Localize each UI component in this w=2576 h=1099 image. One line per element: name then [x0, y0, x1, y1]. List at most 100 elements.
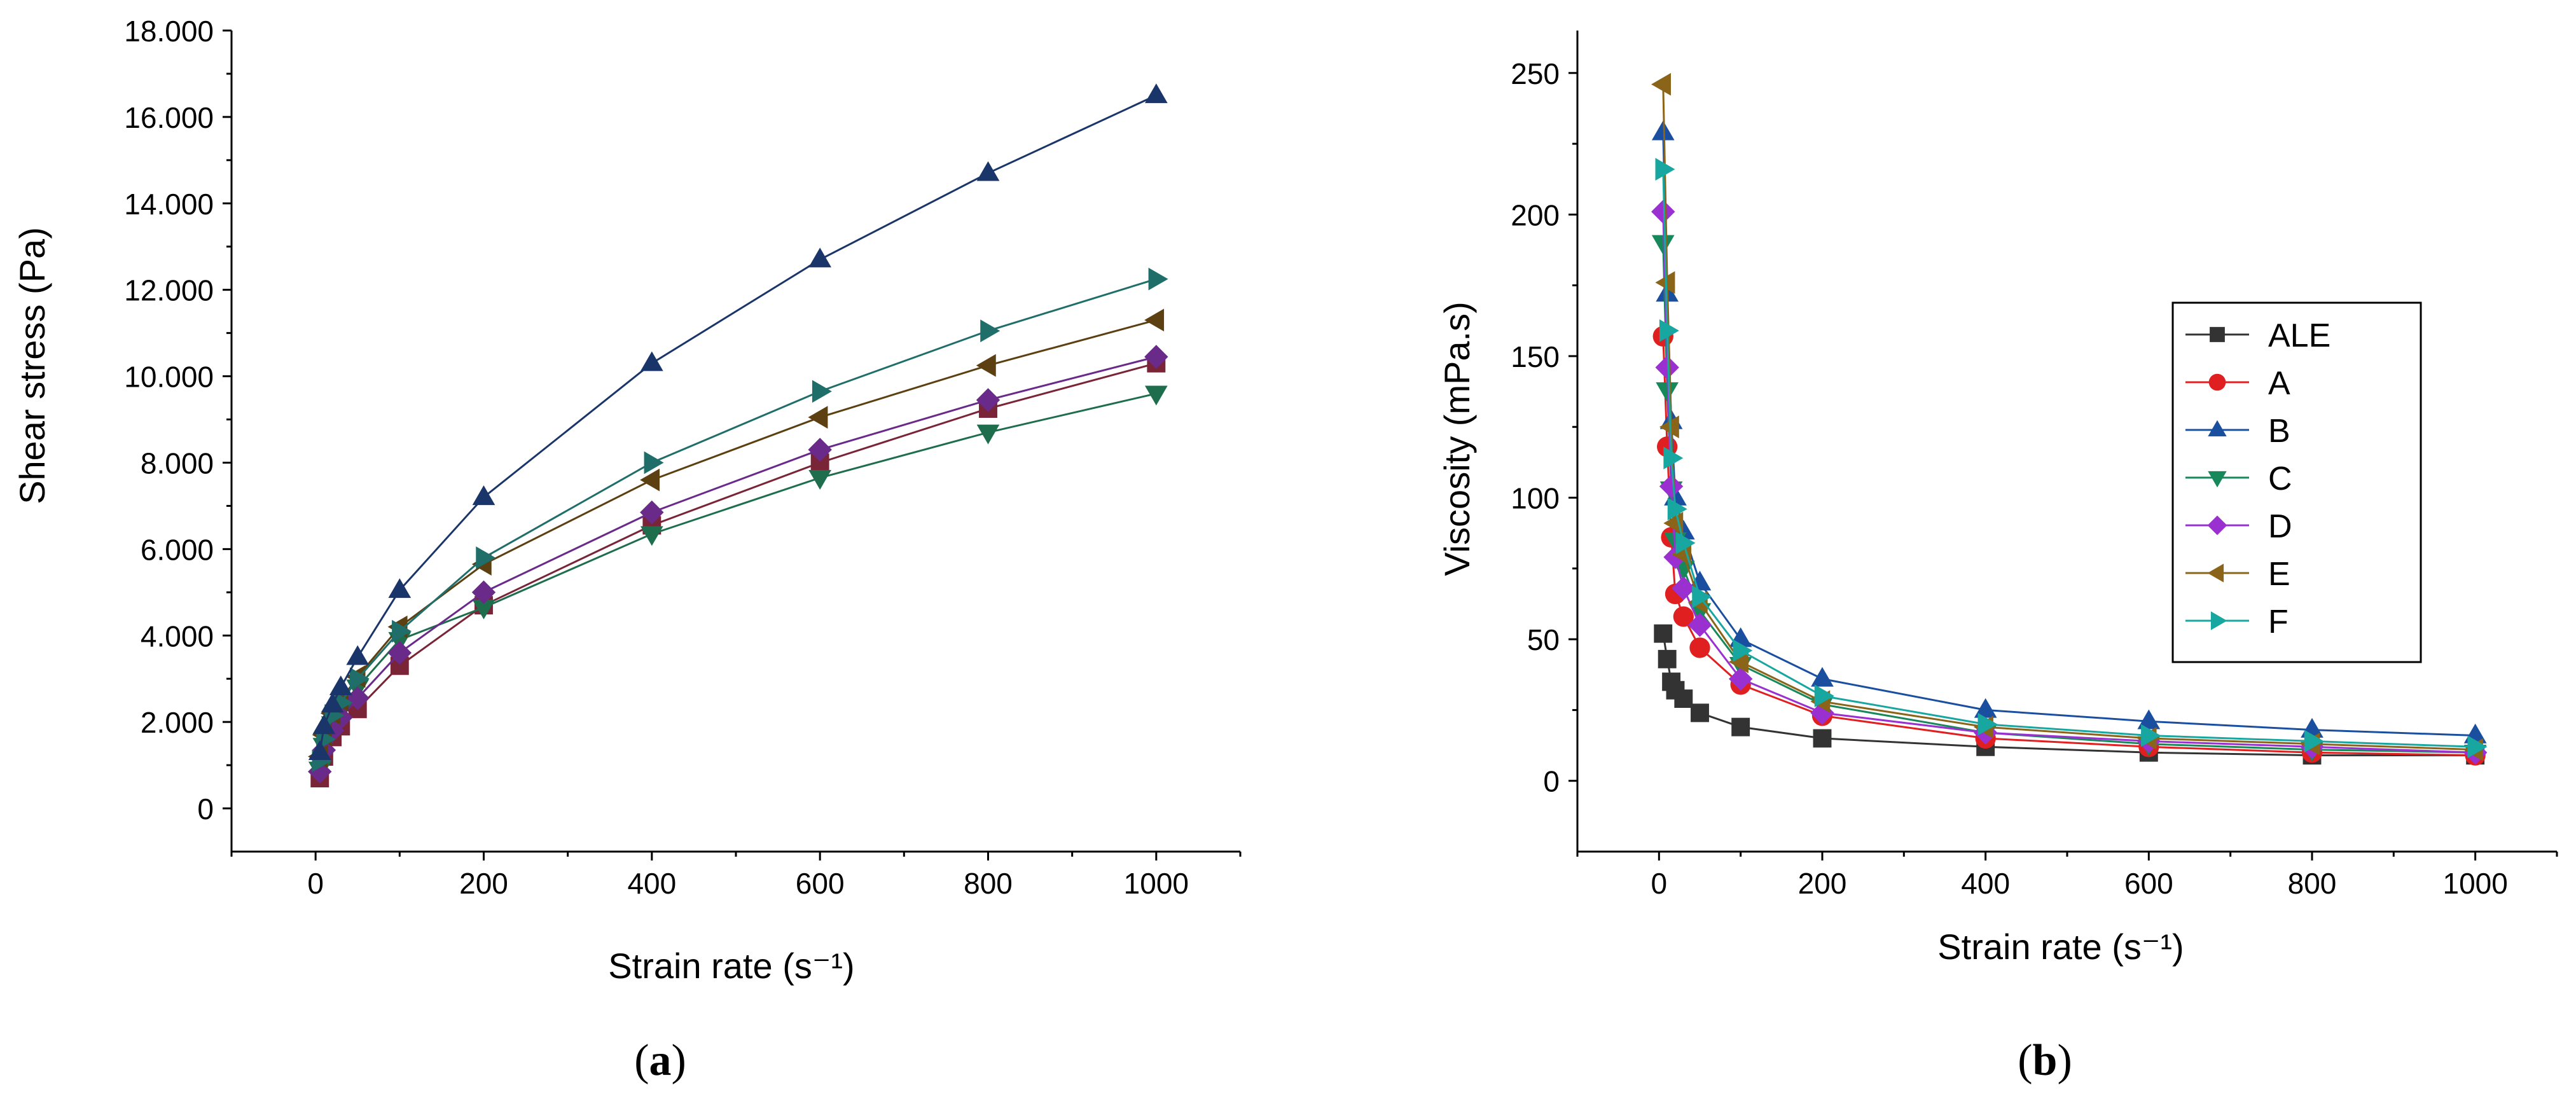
panel-a-x-axis-label: Strain rate (s⁻¹): [608, 946, 854, 986]
panel-a-series-b: [308, 83, 1168, 760]
panel-b-point-d: [1659, 474, 1684, 499]
panel-b-point-f: [1659, 319, 1679, 342]
panel-b-point-b: [1811, 667, 1834, 687]
panel-b-point-e: [1672, 543, 1692, 566]
panel-b-point-d: [1728, 667, 1753, 691]
panel-a-point-f: [392, 619, 412, 643]
panel-b-legend-marker: [2210, 611, 2227, 630]
panel-a-point-f: [476, 546, 496, 569]
panel-b-legend-label: E: [2268, 556, 2290, 593]
panel-a-y-tick-label: 12.000: [124, 274, 214, 307]
panel-a-shear-stress-chart: 0 2.000 4.000 6.000 8.000 10.000 12.000 14.000 1…: [12, 15, 1242, 1085]
panel-b-legend-marker: [2208, 420, 2227, 437]
panel-a-series-c: [308, 385, 1168, 782]
panel-b-legend-marker: [2208, 471, 2227, 488]
panel-a-y-tick-label: 16.000: [124, 101, 214, 134]
panel-b-y-tick-label: 100: [1511, 482, 1560, 515]
panel-a-point-c: [640, 526, 663, 546]
panel-b-y-tick-label: 0: [1543, 765, 1560, 798]
panel-b-series-line-d: [1662, 211, 2476, 754]
panel-b-legend-label: A: [2268, 365, 2290, 402]
panel-b-point-d: [1651, 200, 1675, 224]
panel-a-point-d: [976, 388, 1001, 412]
panel-a-series-line-f: [319, 278, 1157, 761]
panel-b-legend-label: F: [2268, 604, 2289, 640]
panel-a-series-line-d: [319, 356, 1157, 772]
panel-b-point-d: [1655, 356, 1679, 380]
panel-a-x-tick-labels: 0 200 400 600 800 1000: [307, 867, 1189, 900]
panel-b-point-f: [1977, 712, 1998, 736]
panel-b-point-f: [1667, 497, 1687, 521]
panel-a-y-tick-label: 18.000: [124, 15, 214, 48]
panel-a-point-f: [1148, 267, 1168, 291]
panel-b-x-tick-label: 600: [2124, 867, 2173, 900]
panel-b-series-line-f: [1662, 169, 2476, 748]
panel-a-point-a: [810, 453, 829, 472]
panel-b-legend-item-d: D: [2185, 508, 2292, 545]
panel-a-x-tick-label: 200: [459, 867, 508, 900]
panel-b-letter: b: [2033, 1036, 2058, 1085]
panel-b-viscosity-chart: 0 50 100 150 200 250 0 200 400 600 800 1000 Viscos…: [1437, 31, 2558, 1085]
panel-a-point-c: [808, 470, 832, 490]
panel-a-point-e: [808, 406, 828, 429]
panel-a-point-e: [640, 468, 660, 492]
panel-b-legend-marker: [2210, 327, 2225, 342]
panel-a-point-b: [472, 485, 495, 506]
panel-a-point-b: [312, 714, 336, 735]
panel-b-point-ale: [1691, 703, 1709, 722]
panel-a-point-b: [640, 351, 663, 371]
panel-b-x-axis-label: Strain rate (s⁻¹): [1937, 927, 2184, 967]
panel-a-point-d: [640, 500, 664, 525]
panel-a-letter: a: [649, 1036, 672, 1085]
panel-a-series-d: [308, 345, 1168, 784]
panel-a-series-a: [310, 354, 1166, 787]
panel-a-point-e: [976, 354, 996, 377]
panel-b-y-tick-label: 150: [1511, 340, 1560, 373]
panel-a-point-b: [308, 740, 331, 760]
panel-b-point-b: [1974, 698, 1997, 718]
panel-b-point-a: [1689, 637, 1710, 658]
panel-a-point-b: [1144, 83, 1168, 104]
panel-b-legend-label: ALE: [2268, 317, 2330, 354]
panel-a-ticks: [223, 29, 1242, 861]
panel-b-legend-box: [2171, 301, 2422, 663]
panel-b-series: [1651, 73, 2488, 766]
panel-b-x-tick-label: 200: [1798, 867, 1847, 900]
panel-a-y-axis-label: Shear stress (Pa): [12, 227, 52, 504]
panel-b-legend-item-ale: ALE: [2185, 317, 2330, 354]
panel-b-point-ale: [1654, 624, 1673, 643]
panel-a-x-tick-label: 800: [964, 867, 1013, 900]
panel-b-label: (b): [2018, 1036, 2072, 1085]
panel-a-axes: [230, 31, 1240, 853]
panel-a-point-d: [308, 759, 332, 784]
panel-b-point-b: [1651, 120, 1675, 141]
panel-b-y-axis-label: Viscosity (mPa.s): [1437, 301, 1477, 576]
panel-a-point-b: [976, 161, 1000, 181]
panel-b-point-f: [2304, 729, 2324, 753]
panel-b-point-f: [1655, 158, 1675, 181]
panel-b-point-f: [1692, 585, 1712, 609]
panel-a-point-e: [1144, 308, 1165, 332]
panel-b-x-tick-label: 1000: [2442, 867, 2507, 900]
panel-a-point-c: [472, 599, 495, 619]
panel-b-point-f: [1663, 446, 1684, 470]
panel-a-point-b: [388, 578, 412, 598]
panel-a-point-f: [980, 319, 1001, 343]
panel-a-y-tick-label: 2.000: [141, 706, 214, 739]
panel-a-y-tick-labels: 0 2.000 4.000 6.000 8.000 10.000 12.000 14.000 1…: [124, 15, 214, 826]
panel-b-legend-label: B: [2268, 413, 2290, 450]
panel-b-x-tick-label: 400: [1961, 867, 2010, 900]
panel-a-point-c: [976, 424, 1000, 445]
panel-b-legend-item-f: F: [2185, 604, 2289, 640]
panel-b-point-ale: [1813, 729, 1832, 748]
panel-b-point-f: [1675, 531, 1696, 555]
panel-b-legend-item-c: C: [2185, 460, 2292, 497]
panel-b-x-tick-labels: 0 200 400 600 800 1000: [1651, 867, 2508, 900]
panel-b-point-f: [2141, 724, 2161, 747]
panel-a-x-tick-label: 600: [796, 867, 845, 900]
panel-a-point-d: [345, 686, 370, 710]
panel-b-point-ale: [1674, 689, 1693, 708]
panel-b-y-tick-labels: 0 50 100 150 200 250: [1511, 57, 1560, 798]
panel-a-series-line-e: [319, 319, 1157, 757]
panel-b-series-f: [1655, 158, 2488, 759]
